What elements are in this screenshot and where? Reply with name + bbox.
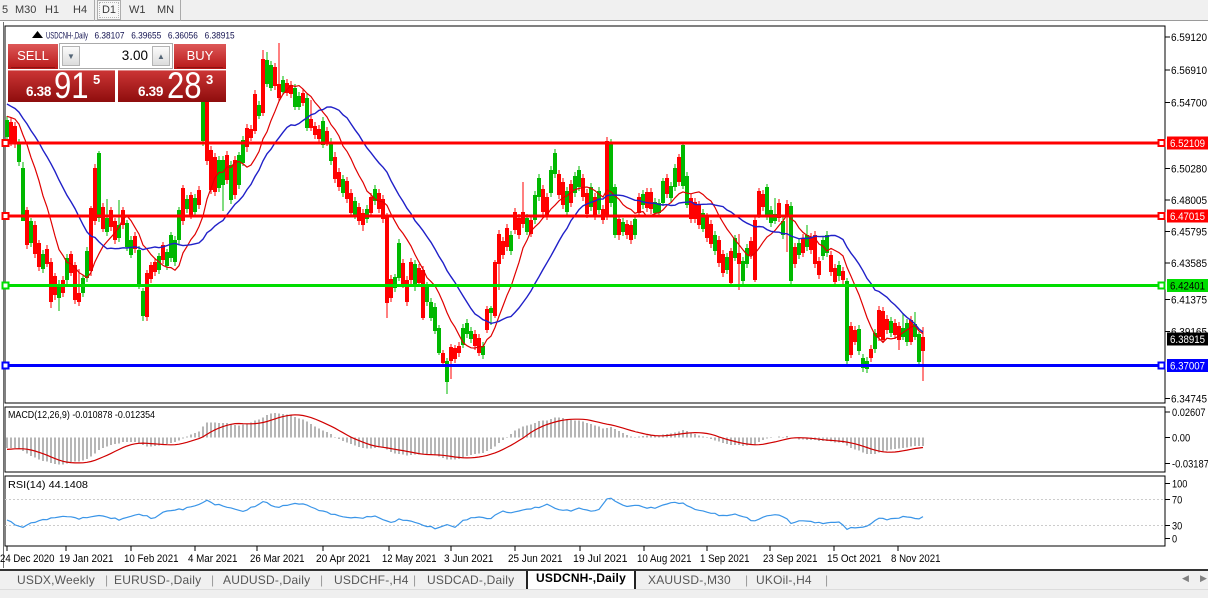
svg-text:3 Jun 2021: 3 Jun 2021 bbox=[444, 553, 494, 565]
svg-text:6.48005: 6.48005 bbox=[1171, 195, 1207, 207]
svg-text:26 Mar 2021: 26 Mar 2021 bbox=[250, 553, 305, 565]
svg-text:24 Dec 2020: 24 Dec 2020 bbox=[0, 553, 55, 565]
svg-text:6.54700: 6.54700 bbox=[1171, 98, 1207, 110]
svg-text:6.47015: 6.47015 bbox=[1170, 211, 1205, 223]
svg-text:6.39655: 6.39655 bbox=[131, 31, 161, 42]
svg-text:12 May 2021: 12 May 2021 bbox=[382, 553, 437, 565]
svg-text:6.56910: 6.56910 bbox=[1171, 65, 1207, 77]
svg-text:0.02607: 0.02607 bbox=[1172, 407, 1206, 419]
svg-text:6.38107: 6.38107 bbox=[95, 31, 125, 42]
svg-text:6.34745: 6.34745 bbox=[1171, 394, 1207, 406]
svg-text:19 Jan 2021: 19 Jan 2021 bbox=[59, 553, 114, 565]
svg-text:15 Oct 2021: 15 Oct 2021 bbox=[827, 553, 882, 565]
svg-text:10 Feb 2021: 10 Feb 2021 bbox=[124, 553, 179, 565]
svg-text:0: 0 bbox=[1172, 534, 1177, 546]
svg-text:8 Nov 2021: 8 Nov 2021 bbox=[891, 553, 941, 565]
svg-text:6.38915: 6.38915 bbox=[1170, 334, 1205, 346]
svg-text:10 Aug 2021: 10 Aug 2021 bbox=[637, 553, 692, 565]
svg-text:1 Sep 2021: 1 Sep 2021 bbox=[700, 553, 750, 565]
svg-text:MACD(12,26,9) -0.010878 -0.012: MACD(12,26,9) -0.010878 -0.012354 bbox=[8, 409, 155, 421]
svg-text:6.36056: 6.36056 bbox=[168, 31, 198, 42]
svg-text:-0.03187: -0.03187 bbox=[1172, 459, 1208, 471]
svg-text:USDCNH-,Daily: USDCNH-,Daily bbox=[46, 31, 88, 42]
svg-text:30: 30 bbox=[1172, 520, 1182, 532]
svg-text:20 Apr 2021: 20 Apr 2021 bbox=[316, 553, 371, 565]
svg-text:23 Sep 2021: 23 Sep 2021 bbox=[763, 553, 818, 565]
svg-text:6.42401: 6.42401 bbox=[1170, 281, 1205, 293]
svg-text:RSI(14) 44.1408: RSI(14) 44.1408 bbox=[8, 479, 88, 491]
svg-text:6.37007: 6.37007 bbox=[1170, 361, 1205, 373]
svg-text:6.45795: 6.45795 bbox=[1171, 227, 1207, 239]
svg-text:100: 100 bbox=[1172, 479, 1187, 491]
svg-text:6.52109: 6.52109 bbox=[1170, 138, 1205, 150]
svg-text:6.59120: 6.59120 bbox=[1171, 32, 1207, 44]
svg-text:25 Jun 2021: 25 Jun 2021 bbox=[508, 553, 563, 565]
svg-text:0.00: 0.00 bbox=[1172, 433, 1190, 445]
svg-text:4 Mar 2021: 4 Mar 2021 bbox=[188, 553, 238, 565]
svg-text:19 Jul 2021: 19 Jul 2021 bbox=[573, 553, 628, 565]
svg-text:6.41375: 6.41375 bbox=[1171, 295, 1207, 307]
svg-text:6.43585: 6.43585 bbox=[1171, 258, 1207, 270]
svg-text:6.38915: 6.38915 bbox=[205, 31, 235, 42]
svg-text:6.50280: 6.50280 bbox=[1171, 163, 1207, 175]
svg-text:70: 70 bbox=[1172, 495, 1182, 507]
